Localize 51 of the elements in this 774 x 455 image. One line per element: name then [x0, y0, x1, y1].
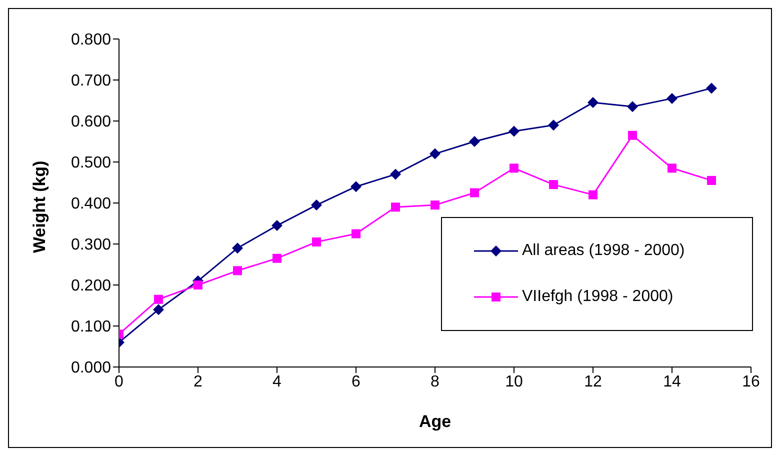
legend-label: All areas (1998 - 2000): [522, 242, 685, 260]
point: [430, 148, 440, 160]
point: [668, 164, 676, 173]
x-tick-label: 0: [114, 373, 124, 390]
y-tick-label: 0.100: [70, 318, 112, 336]
point: [706, 82, 717, 94]
y-tick-label: 0.700: [70, 72, 112, 90]
point: [391, 202, 400, 212]
point: [588, 190, 598, 200]
x-tick-label: 8: [430, 373, 440, 390]
x-axis-title: Age: [418, 412, 452, 431]
y-axis-title: Weight (kg): [30, 160, 50, 253]
point: [272, 220, 282, 232]
point: [233, 266, 242, 276]
y-tick-label: 0.800: [70, 32, 112, 49]
point: [153, 304, 164, 316]
point: [548, 120, 559, 131]
x-tick-label: 12: [584, 373, 602, 390]
point: [352, 229, 360, 238]
point: [707, 176, 716, 185]
y-tick-label: 0.400: [70, 196, 112, 213]
point: [390, 168, 401, 180]
point: [508, 126, 520, 137]
point: [628, 130, 637, 140]
x-tick-label: 14: [663, 373, 681, 390]
y-tick-label: 0.300: [70, 236, 112, 254]
point: [627, 101, 638, 112]
point: [311, 200, 322, 211]
x-tick-label: 16: [742, 373, 760, 390]
x-tick-label: 6: [352, 373, 361, 390]
point: [430, 200, 440, 210]
point: [470, 188, 479, 198]
point: [510, 164, 518, 173]
point: [272, 254, 282, 263]
point: [666, 92, 678, 104]
x-tick-label: 2: [194, 373, 203, 390]
point: [312, 237, 321, 246]
point: [588, 97, 598, 108]
point: [232, 242, 243, 254]
point: [194, 280, 202, 290]
point: [350, 181, 362, 192]
x-tick-label: 10: [505, 373, 523, 390]
y-tick-label: 0.600: [70, 114, 112, 131]
y-tick-label: 0.500: [70, 154, 112, 172]
y-tick-label: 0.000: [70, 360, 112, 377]
point: [549, 180, 558, 190]
x-tick-label: 4: [272, 373, 282, 390]
legend-label: VIIefgh (1998 - 2000): [522, 288, 674, 306]
point: [154, 294, 163, 304]
point: [469, 136, 480, 147]
y-tick-label: 0.200: [70, 278, 112, 295]
